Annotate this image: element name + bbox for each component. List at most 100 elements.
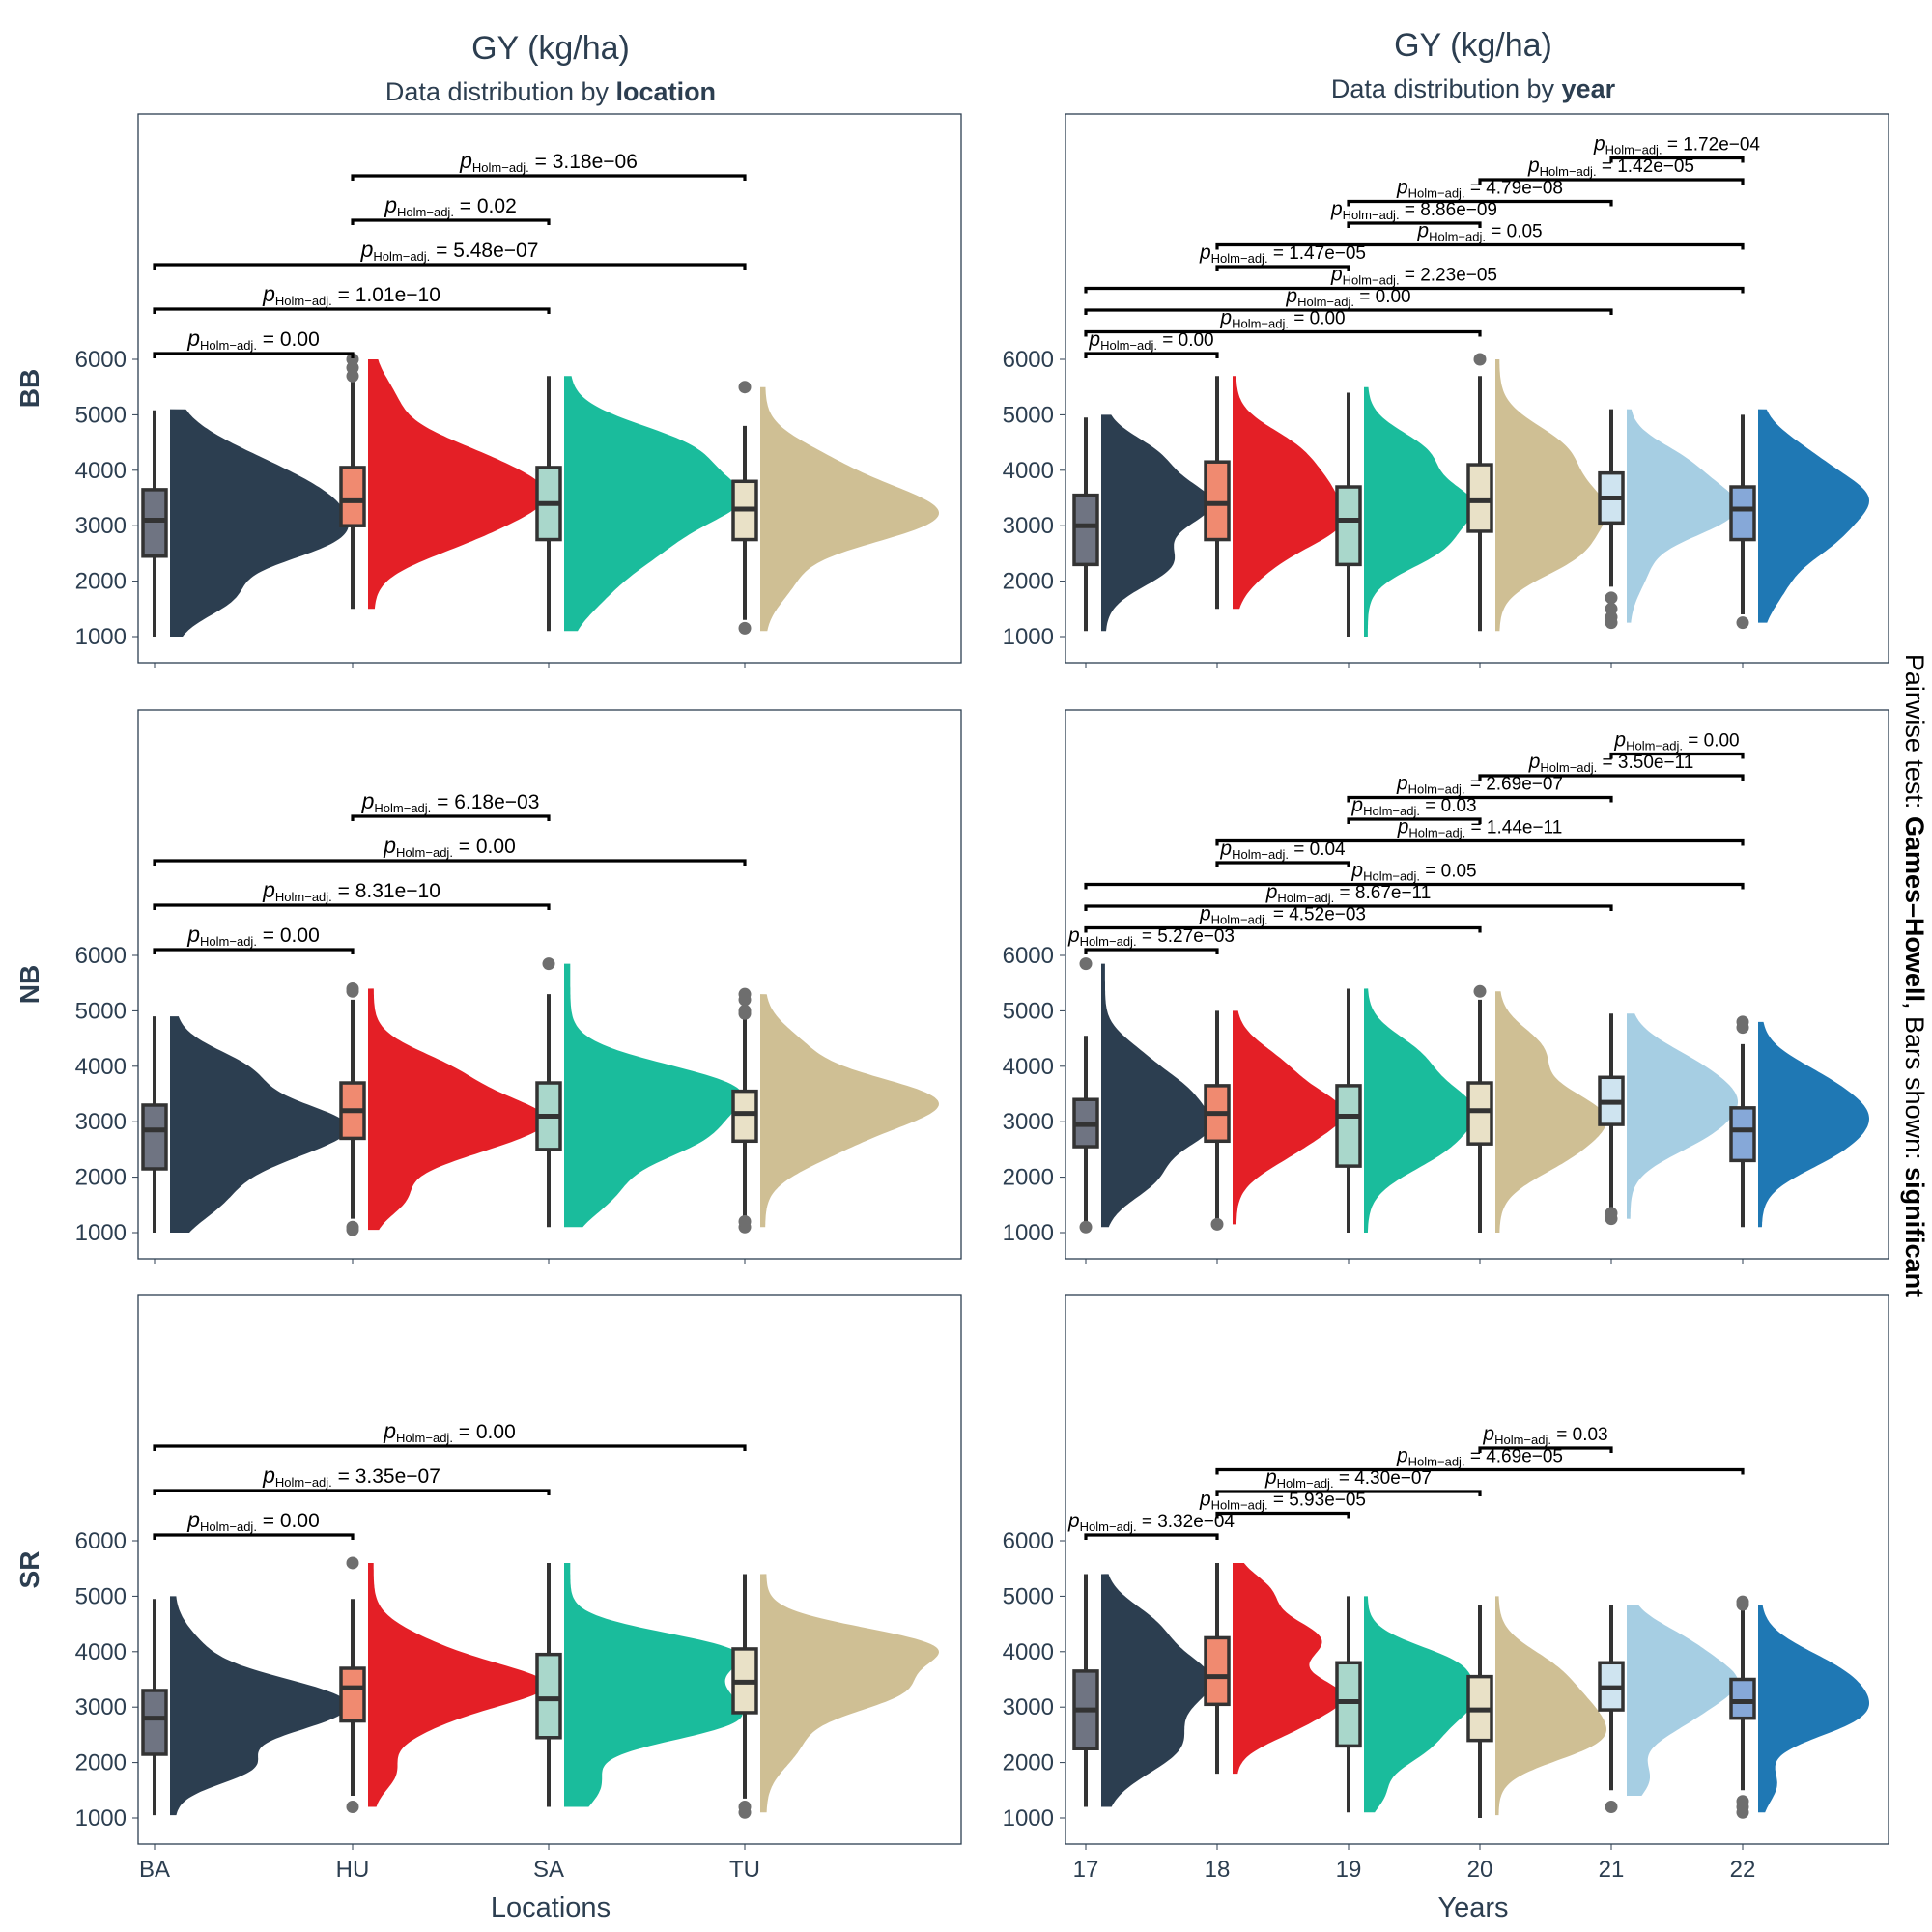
p-symbol: p <box>1199 1489 1211 1511</box>
significance-bracket <box>1084 308 1613 315</box>
significance-bracket <box>1215 242 1745 250</box>
left-subtitle-bold: location <box>616 77 717 106</box>
p-subscript: Holm−adj. <box>396 1431 453 1445</box>
y-tick-label: 4000 <box>1003 1054 1054 1080</box>
p-subscript: Holm−adj. <box>472 160 529 175</box>
p-value-label: pHolm−adj. = 1.44e−11 <box>1397 816 1563 840</box>
right-subtitle-prefix: Data distribution by <box>1331 74 1562 103</box>
violin-17 <box>1101 963 1212 1228</box>
significance-bracket <box>1347 817 1482 824</box>
violin-TU <box>760 1574 939 1813</box>
panel-frame <box>137 709 962 1260</box>
panel-frame <box>1065 709 1889 1260</box>
p-symbol: p <box>1396 177 1408 199</box>
p-value-label: pHolm−adj. = 5.93e−05 <box>1199 1489 1366 1513</box>
significance-bracket <box>153 948 355 954</box>
p-symbol: p <box>262 1463 275 1488</box>
p-symbol: p <box>360 237 374 262</box>
p-subscript: Holm−adj. <box>275 294 332 308</box>
y-tick-label: 4000 <box>75 1054 127 1080</box>
significance-bracket <box>153 859 747 866</box>
box-20 <box>1466 1081 1493 1146</box>
p-value: = 0.00 <box>453 1421 516 1443</box>
right-column-subtitle: Data distribution by year <box>1331 74 1616 103</box>
p-value-label: pHolm−adj. = 3.18e−06 <box>459 148 638 175</box>
p-subscript: Holm−adj. <box>275 1475 332 1490</box>
violin-18 <box>1233 376 1344 610</box>
box-19 <box>1335 1084 1362 1168</box>
p-value-label: pHolm−adj. = 0.05 <box>1416 220 1542 244</box>
significance-bracket <box>1084 882 1745 890</box>
significance-bracket <box>1215 1490 1482 1496</box>
p-symbol: p <box>1528 751 1541 773</box>
y-tick-label: 4000 <box>75 1639 127 1665</box>
outlier-point <box>738 1215 752 1229</box>
p-value: = 0.05 <box>1420 862 1477 882</box>
p-value-label: pHolm−adj. = 0.00 <box>383 1418 516 1445</box>
p-value-label: pHolm−adj. = 6.18e−03 <box>361 788 540 815</box>
panel-frame <box>137 1294 962 1845</box>
p-value: = 0.04 <box>1289 839 1346 860</box>
p-value: = 3.35e−07 <box>332 1465 440 1488</box>
significance-bracket <box>1215 1467 1745 1475</box>
panel-frame <box>137 113 962 664</box>
outlier-point <box>738 987 752 1001</box>
p-symbol: p <box>1199 903 1211 925</box>
p-subscript: Holm−adj. <box>1277 891 1334 905</box>
p-value: = 3.32e−04 <box>1137 1512 1236 1532</box>
significance-bracket <box>153 1489 551 1495</box>
caption-shown: significant <box>1900 1167 1929 1297</box>
y-tick-label: 5000 <box>1003 1583 1054 1609</box>
y-tick-label: 2000 <box>1003 1165 1054 1191</box>
p-value: = 8.86e−09 <box>1400 200 1497 220</box>
p-subscript: Holm−adj. <box>1080 1520 1137 1534</box>
significance-bracket <box>351 218 551 225</box>
significance-bracket <box>1084 948 1219 954</box>
p-subscript: Holm−adj. <box>1363 869 1420 884</box>
outlier-point <box>1736 1595 1749 1608</box>
violin-20 <box>1495 1596 1606 1816</box>
right-column-title: GY (kg/ha) <box>1394 27 1552 64</box>
y-tick-label: 4000 <box>1003 458 1054 484</box>
p-subscript: Holm−adj. <box>1211 251 1268 266</box>
p-value: = 1.72e−04 <box>1662 135 1761 156</box>
violin-19 <box>1364 386 1475 637</box>
p-symbol: p <box>1330 264 1343 286</box>
x-axis-title-years: Years <box>1437 1892 1508 1923</box>
p-subscript: Holm−adj. <box>200 338 257 353</box>
outlier-point <box>346 1801 359 1814</box>
p-subscript: Holm−adj. <box>1297 295 1354 309</box>
p-value-label: pHolm−adj. = 5.27e−03 <box>1067 924 1235 949</box>
pairwise-test-caption: Pairwise test: Games–Howell, Bars shown:… <box>1900 654 1929 1297</box>
significance-bracket <box>1478 1446 1613 1453</box>
y-tick-label: 6000 <box>75 1528 127 1554</box>
y-tick-label: 6000 <box>1003 943 1054 969</box>
p-symbol: p <box>1527 155 1540 177</box>
p-value-label: pHolm−adj. = 3.35e−07 <box>262 1463 440 1490</box>
p-subscript: Holm−adj. <box>1363 804 1420 818</box>
p-value: = 0.00 <box>257 1510 320 1532</box>
outlier-point <box>1736 1015 1749 1029</box>
significance-bracket <box>1609 752 1745 759</box>
box-19 <box>1335 1661 1362 1748</box>
violin-22 <box>1758 409 1869 623</box>
violin-HU <box>368 988 547 1231</box>
row-label-nb: NB <box>14 965 44 1004</box>
p-subscript: Holm−adj. <box>1408 826 1465 840</box>
p-value-label: pHolm−adj. = 3.50e−11 <box>1528 751 1694 775</box>
violin-21 <box>1627 409 1738 623</box>
p-value-label: pHolm−adj. = 0.03 <box>1482 1423 1607 1447</box>
p-symbol: p <box>262 877 275 902</box>
p-value: = 3.18e−06 <box>529 151 638 173</box>
p-symbol: p <box>1219 307 1232 329</box>
box-SA <box>535 1652 562 1740</box>
p-symbol: p <box>1088 328 1100 351</box>
y-tick-label: 3000 <box>1003 1694 1054 1720</box>
p-value-label: pHolm−adj. = 4.52e−03 <box>1199 903 1366 927</box>
violin-21 <box>1627 1605 1738 1797</box>
violin-19 <box>1364 1596 1475 1813</box>
p-symbol: p <box>384 192 397 217</box>
